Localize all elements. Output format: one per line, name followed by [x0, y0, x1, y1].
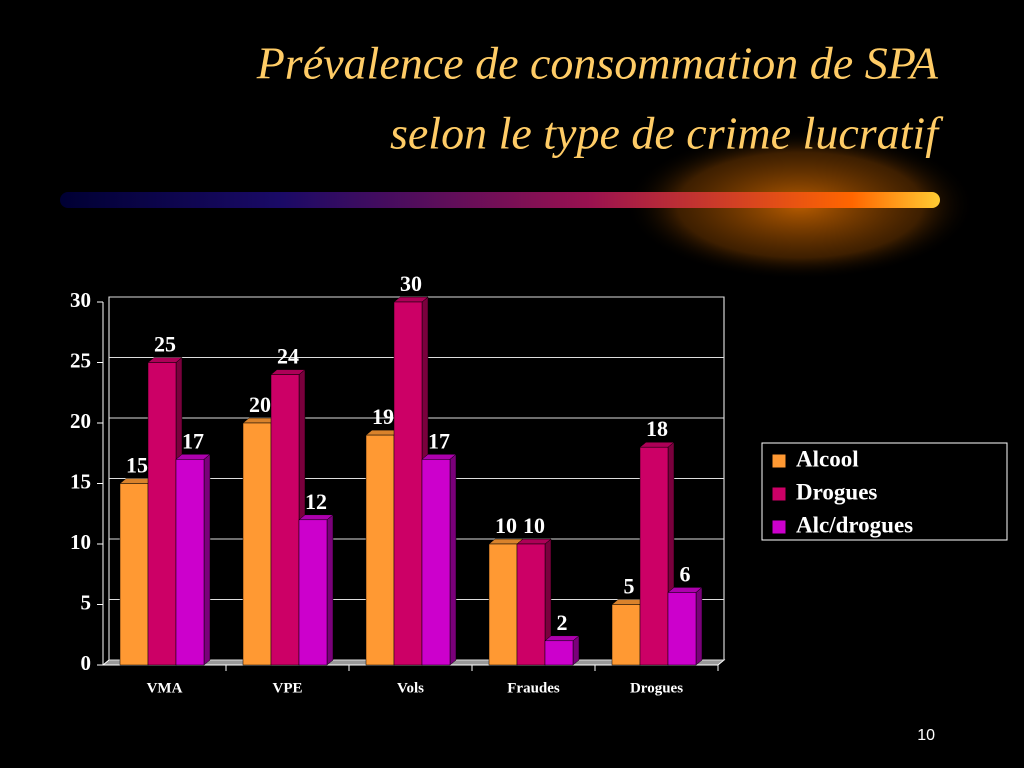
bar	[393, 301, 423, 666]
y-tick-label: 20	[70, 409, 91, 433]
y-tick-label: 25	[70, 348, 91, 372]
x-tick-label: Drogues	[630, 680, 683, 696]
data-label: 30	[400, 271, 422, 296]
swoosh	[60, 192, 940, 208]
data-label: 6	[680, 561, 691, 586]
bar-top	[639, 441, 675, 448]
bar-top	[147, 357, 183, 363]
bar-top	[667, 587, 703, 593]
bar	[667, 592, 697, 666]
page-number: 10	[917, 727, 935, 744]
bar	[488, 543, 518, 666]
bar-top	[516, 538, 552, 545]
data-label: 25	[154, 332, 176, 357]
bar	[365, 434, 395, 666]
data-label: 19	[372, 404, 394, 429]
bar-top	[298, 514, 334, 521]
data-label: 24	[277, 344, 299, 369]
bar	[639, 446, 669, 666]
title-line: selon le type de crime lucratif	[390, 108, 944, 159]
bar-top	[175, 454, 211, 460]
bar	[544, 640, 574, 666]
bar-top	[270, 369, 306, 375]
x-tick-label: Vols	[397, 680, 424, 696]
legend-swatch	[771, 486, 787, 502]
data-label: 15	[126, 453, 148, 478]
bar	[270, 374, 300, 666]
data-label: 10	[523, 513, 545, 538]
data-label: 12	[305, 489, 327, 514]
x-tick-label: VPE	[273, 680, 303, 696]
legend-label: Alc/drogues	[796, 512, 913, 537]
bar-side	[449, 453, 457, 666]
x-tick-label: Fraudes	[507, 680, 560, 696]
y-tick-label: 0	[81, 651, 92, 675]
bar-top	[393, 296, 429, 303]
bar-side	[695, 586, 703, 666]
legend-label: Alcool	[796, 446, 859, 471]
bar	[242, 422, 272, 666]
data-label: 20	[249, 392, 271, 417]
y-tick-label: 5	[81, 590, 92, 614]
bar-top	[421, 454, 457, 460]
y-tick-label: 30	[70, 288, 91, 312]
data-label: 2	[557, 610, 568, 635]
legend-box	[761, 442, 1008, 541]
legend-swatch	[771, 453, 787, 469]
data-label: 17	[182, 428, 204, 453]
data-label: 17	[428, 428, 450, 453]
bar	[119, 483, 149, 666]
bar	[147, 362, 177, 666]
title-line: Prévalence de consommation de SPA	[256, 38, 939, 89]
data-label: 10	[495, 513, 517, 538]
y-tick-label: 10	[70, 530, 91, 554]
bar	[175, 459, 205, 666]
bar-side	[203, 453, 211, 666]
bar	[298, 519, 328, 666]
legend-swatch	[771, 519, 787, 535]
data-label: 18	[646, 416, 668, 441]
bar	[421, 459, 451, 666]
x-tick-label: VMA	[147, 680, 183, 696]
legend-label: Drogues	[796, 479, 877, 504]
y-tick-label: 15	[70, 469, 91, 493]
data-label: 5	[624, 574, 635, 599]
bar	[611, 604, 641, 666]
bar-side	[326, 514, 334, 666]
bar-top	[544, 635, 580, 642]
bar	[516, 543, 546, 666]
